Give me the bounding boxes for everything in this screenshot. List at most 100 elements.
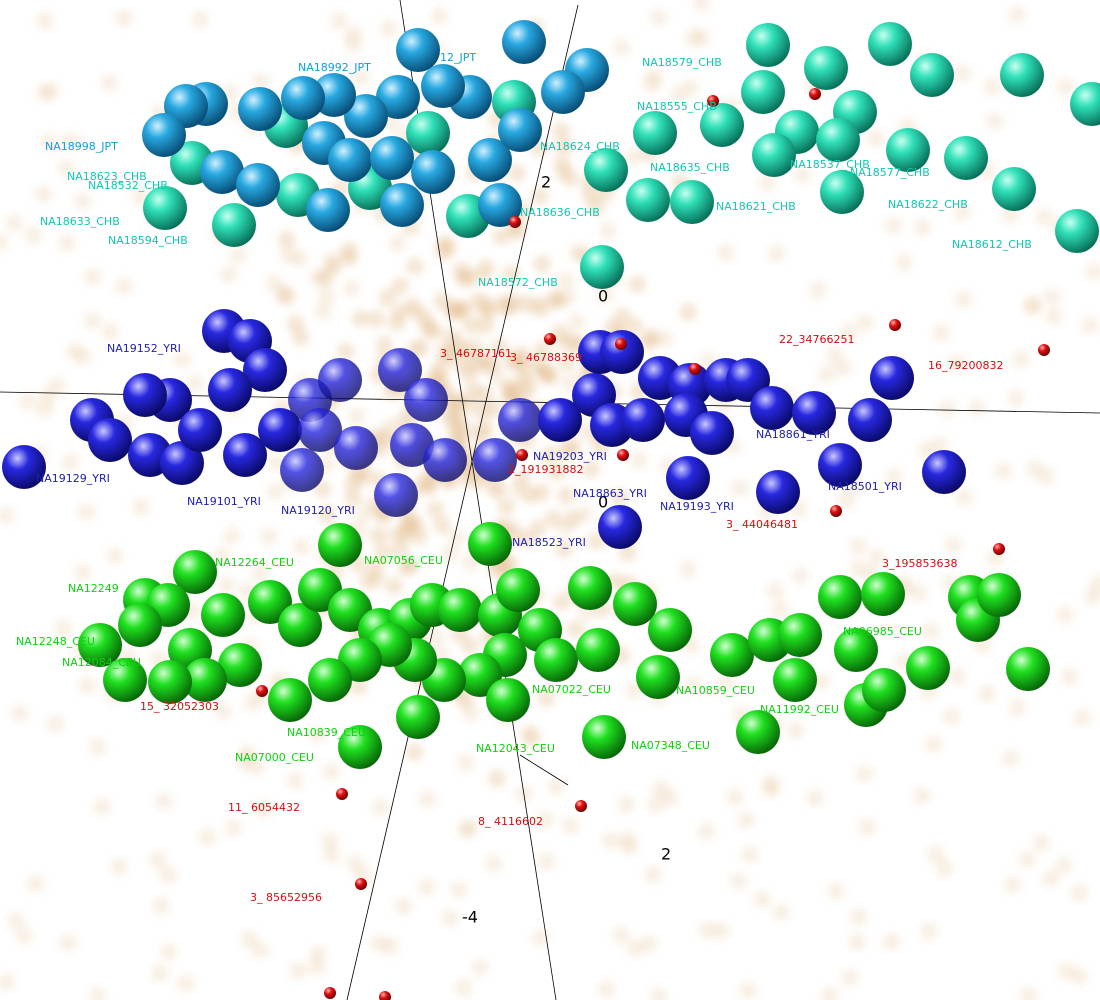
cloud-blob xyxy=(739,982,758,1000)
sphere xyxy=(910,53,954,97)
cloud-blob xyxy=(473,402,492,421)
cloud-blob xyxy=(857,818,876,837)
cloud-blob xyxy=(426,628,445,647)
sphere xyxy=(534,638,578,682)
cloud-blob xyxy=(679,303,698,322)
snp-point xyxy=(336,788,348,800)
cloud-blob xyxy=(534,362,553,381)
sample-label: NA18594_CHB xyxy=(108,234,188,247)
sphere xyxy=(598,505,642,549)
cloud-blob xyxy=(612,926,631,945)
cloud-blob xyxy=(78,676,97,695)
snp-point xyxy=(707,95,719,107)
sample-label: NA18635_CHB xyxy=(650,161,730,174)
sphere xyxy=(621,398,665,442)
cloud-blob xyxy=(559,287,578,306)
cloud-blob xyxy=(867,548,886,567)
cloud-blob xyxy=(265,274,284,293)
sphere xyxy=(636,655,680,699)
cloud-blob xyxy=(1070,967,1089,986)
cloud-blob xyxy=(39,387,58,406)
cloud-blob xyxy=(1036,467,1055,486)
cloud-blob xyxy=(307,725,326,744)
cloud-blob xyxy=(866,129,885,148)
cloud-blob xyxy=(93,797,112,816)
cloud-blob xyxy=(547,462,566,481)
cloud-blob xyxy=(994,462,1013,481)
cloud-blob xyxy=(368,526,387,545)
cloud-blob xyxy=(1041,869,1060,888)
cloud-blob xyxy=(222,526,241,545)
snp-label: 3_ 85652956 xyxy=(250,891,322,904)
cloud-blob xyxy=(406,257,425,276)
snp-label: 8_ 4116602 xyxy=(478,815,543,828)
cloud-blob xyxy=(985,111,1004,130)
cloud-blob xyxy=(452,261,471,280)
cloud-blob xyxy=(601,831,620,850)
cloud-blob xyxy=(154,792,173,811)
cloud-blob xyxy=(440,544,459,563)
cloud-blob xyxy=(909,583,928,602)
sample-label: NA18861_YRI xyxy=(756,428,830,441)
cloud-blob xyxy=(395,523,414,542)
cloud-blob xyxy=(351,68,370,87)
cloud-blob xyxy=(507,163,526,182)
cloud-blob xyxy=(88,986,107,1000)
sample-label: NA19193_YRI xyxy=(660,500,734,513)
sphere xyxy=(88,418,132,462)
sphere xyxy=(200,150,244,194)
sphere xyxy=(258,408,302,452)
sphere xyxy=(376,75,420,119)
cloud-blob xyxy=(527,295,546,314)
cloud-blob xyxy=(557,270,576,289)
cloud-blob xyxy=(317,505,336,524)
cloud-blob xyxy=(913,218,932,237)
cloud-blob xyxy=(83,311,102,330)
cloud-blob xyxy=(1018,850,1037,869)
cloud-blob xyxy=(982,77,1001,96)
cloud-blob xyxy=(405,743,424,762)
cloud-blob xyxy=(499,299,518,318)
cloud-blob xyxy=(1056,606,1075,625)
sample-label: NA18622_CHB xyxy=(888,198,968,211)
sphere xyxy=(396,695,440,739)
cloud-blob xyxy=(771,600,790,619)
sphere xyxy=(1070,82,1100,126)
cloud-blob xyxy=(436,342,455,361)
cloud-blob xyxy=(786,720,805,739)
cloud-blob xyxy=(523,730,542,749)
sample-label: NA19120_YRI xyxy=(281,504,355,517)
cloud-blob xyxy=(73,563,92,582)
cloud-blob xyxy=(512,346,531,365)
cloud-blob xyxy=(309,268,328,287)
cloud-blob xyxy=(109,857,128,876)
sphere xyxy=(278,603,322,647)
sample-label: NA19129_YRI xyxy=(36,472,110,485)
sphere xyxy=(344,94,388,138)
sphere xyxy=(421,64,465,108)
cloud-blob xyxy=(840,968,859,987)
cloud-blob xyxy=(450,302,469,321)
snp-label: 3_ 46787161 xyxy=(440,347,512,360)
snp-point xyxy=(1038,344,1050,356)
cloud-blob xyxy=(417,878,436,897)
cloud-blob xyxy=(1004,875,1023,894)
cloud-blob xyxy=(613,38,632,57)
cloud-blob xyxy=(947,353,966,372)
cloud-blob xyxy=(290,248,309,267)
cloud-blob xyxy=(368,571,387,590)
cloud-blob xyxy=(729,871,748,890)
cloud-blob xyxy=(479,302,498,321)
axis-tick-label: 0 xyxy=(598,287,608,306)
cloud-blob xyxy=(1089,575,1100,594)
sphere xyxy=(218,643,262,687)
sample-label: NA18579_CHB xyxy=(642,56,722,69)
sphere xyxy=(868,22,912,66)
snp-label: 15_ 32052303 xyxy=(140,700,219,713)
sphere xyxy=(2,445,46,489)
cloud-blob xyxy=(885,468,904,487)
cloud-blob xyxy=(952,203,971,222)
cloud-blob xyxy=(277,230,296,249)
cloud-blob xyxy=(0,232,10,251)
